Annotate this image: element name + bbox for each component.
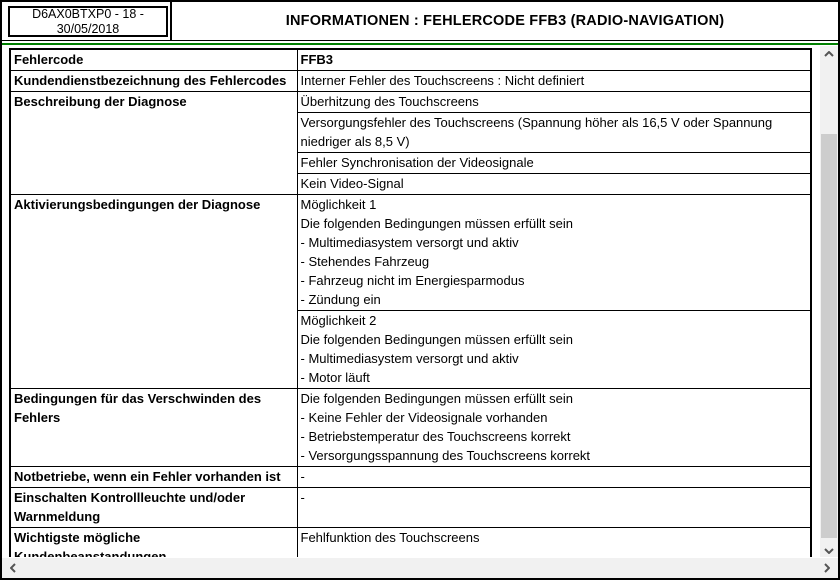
table-row: Möglichkeit 2 Die folgenden Bedingungen … [10, 310, 812, 389]
chevron-up-icon [824, 51, 834, 57]
row-value: Möglichkeit 1 Die folgenden Bedingungen … [296, 194, 812, 311]
row-label: Kundendienstbezeichnung des Fehlercodes [9, 70, 298, 92]
fault-code-table: Fehlercode FFB3 Kundendienstbezeichnung … [9, 48, 812, 578]
row-value: FFB3 [296, 48, 812, 71]
row-label: Aktivierungsbedingungen der Diagnose [9, 194, 298, 389]
table-row: Bedingungen für das Verschwinden des Feh… [9, 388, 812, 467]
scroll-left-button[interactable] [4, 558, 22, 578]
row-value: Kein Video-Signal [296, 173, 812, 195]
row-value: Versorgungsfehler des Touchscreens (Span… [296, 112, 812, 153]
row-value: Interner Fehler des Touchscreens : Nicht… [296, 70, 812, 92]
row-label: Notbetriebe, wenn ein Fehler vorhanden i… [9, 466, 298, 488]
table-row: Kundendienstbezeichnung des Fehlercodes … [9, 70, 812, 92]
header-divider [170, 2, 172, 40]
doc-reference: D6AX0BTXP0 - 18 - 30/05/2018 [8, 6, 168, 37]
row-label: Einschalten Kontrollleuchte und/oder War… [9, 487, 298, 528]
page-title: INFORMATIONEN : FEHLERCODE FFB3 (RADIO-N… [285, 13, 725, 29]
row-value: Fehler Synchronisation der Videosignale [296, 152, 812, 174]
row-label: Fehlercode [9, 48, 298, 71]
green-rule [2, 43, 838, 45]
table-row: Aktivierungsbedingungen der Diagnose Mög… [9, 194, 812, 389]
row-value: - [296, 487, 812, 528]
document-header: D6AX0BTXP0 - 18 - 30/05/2018 INFORMATION… [2, 2, 838, 41]
horizontal-scrollbar[interactable] [2, 557, 838, 578]
vertical-scrollbar-thumb[interactable] [821, 134, 837, 538]
table-row: Beschreibung der Diagnose Überhitzung de… [9, 91, 812, 195]
table-row: Notbetriebe, wenn ein Fehler vorhanden i… [9, 466, 812, 488]
table-row: Versorgungsfehler des Touchscreens (Span… [10, 112, 812, 153]
vertical-scrollbar[interactable] [820, 46, 838, 559]
row-value: - [296, 466, 812, 488]
scroll-right-button[interactable] [818, 558, 836, 578]
row-value: Möglichkeit 2 Die folgenden Bedingungen … [296, 310, 812, 389]
table-row: Einschalten Kontrollleuchte und/oder War… [9, 487, 812, 528]
scroll-down-button[interactable] [820, 543, 838, 559]
chevron-right-icon [824, 563, 830, 573]
row-value: Überhitzung des Touchscreens [296, 91, 812, 113]
chevron-down-icon [824, 548, 834, 554]
row-value: Die folgenden Bedingungen müssen erfüllt… [296, 388, 812, 467]
table-row: Fehlercode FFB3 [9, 48, 812, 71]
scroll-up-button[interactable] [820, 46, 838, 62]
row-label: Bedingungen für das Verschwinden des Feh… [9, 388, 298, 467]
row-label: Beschreibung der Diagnose [9, 91, 298, 195]
chevron-left-icon [10, 563, 16, 573]
